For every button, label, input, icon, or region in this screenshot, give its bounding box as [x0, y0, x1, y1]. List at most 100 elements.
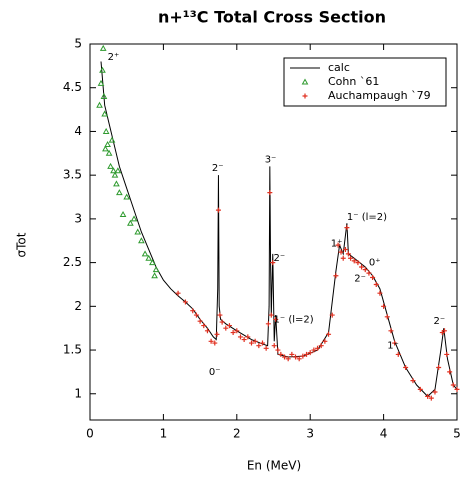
triangle-point	[130, 215, 138, 222]
legend-box	[283, 57, 447, 107]
y-tick-label: 2	[74, 299, 82, 313]
x-axis-label: En (MeV)	[247, 459, 301, 473]
triangle-point	[123, 193, 131, 200]
plus-point	[300, 353, 306, 359]
y-tick-label: 1	[74, 386, 82, 400]
annotation: 1⁺	[331, 238, 343, 249]
triangle-point	[149, 259, 156, 266]
plus-point	[392, 340, 398, 346]
plus-point	[197, 318, 203, 324]
plus-point	[193, 312, 199, 318]
plus-point	[348, 255, 354, 261]
triangle-point	[110, 167, 117, 174]
plus-point	[326, 331, 332, 337]
legend-marker	[301, 78, 309, 85]
triangle-point	[97, 79, 105, 86]
chart-title: n+¹³C Total Cross Section	[158, 8, 386, 27]
triangle-point	[113, 180, 120, 187]
plus-point	[230, 330, 236, 336]
legend-label: Auchampaugh `79	[328, 89, 431, 102]
plus-point	[377, 290, 383, 296]
annotation: 1⁻ (l=2)	[347, 212, 387, 223]
plus-point	[432, 389, 438, 395]
legend-label: Cohn `61	[328, 75, 379, 88]
plus-point	[373, 281, 379, 287]
plus-point	[215, 207, 221, 213]
plus-point	[366, 270, 372, 276]
triangle-point	[145, 254, 153, 261]
annotation: 2⁻	[434, 316, 446, 327]
plus-point	[395, 351, 401, 357]
plus-point	[322, 338, 328, 344]
triangle-point	[102, 127, 110, 134]
annotation: 1⁻	[387, 341, 399, 352]
plus-point	[417, 386, 423, 392]
plus-point	[442, 328, 448, 334]
triangle-point	[96, 101, 103, 108]
plus-point	[267, 190, 273, 196]
plus-point	[335, 242, 341, 248]
annotation: 2⁻	[274, 253, 286, 264]
y-tick-label: 1.5	[63, 343, 82, 357]
triangle-point	[100, 92, 108, 99]
triangle-point	[101, 110, 109, 117]
triangle-point	[107, 162, 114, 169]
x-tick-label: 2	[233, 427, 241, 441]
plus-point	[436, 365, 442, 371]
x-tick-label: 5	[453, 427, 461, 441]
legend-label: calc	[328, 61, 350, 74]
annotation: 2⁺	[108, 52, 120, 63]
y-tick-label: 3	[74, 211, 82, 225]
plus-point	[315, 345, 321, 351]
plus-point	[263, 345, 269, 351]
plus-point	[214, 331, 220, 337]
plus-point	[226, 323, 232, 329]
plus-point	[370, 274, 376, 280]
triangle-point	[111, 171, 119, 178]
y-tick-label: 4	[74, 124, 82, 138]
triangle-point	[105, 149, 113, 156]
plus-point	[359, 264, 365, 270]
plus-point	[447, 369, 453, 375]
y-tick-label: 3.5	[63, 168, 82, 182]
plus-point	[234, 328, 240, 334]
plus-point	[278, 351, 284, 357]
plot-frame	[89, 43, 458, 421]
plus-point	[275, 347, 281, 353]
calc-line	[100, 61, 458, 398]
plus-point	[311, 347, 317, 353]
annotation: 1⁻ (l=2)	[274, 314, 314, 325]
plus-point	[307, 350, 313, 356]
triangle-point	[108, 136, 116, 143]
plus-point	[271, 343, 277, 349]
plus-point	[175, 290, 181, 296]
plus-point	[388, 328, 394, 334]
plus-point	[265, 321, 271, 327]
triangle-point	[116, 189, 123, 196]
plus-point	[237, 334, 243, 340]
plus-point	[333, 273, 339, 279]
x-tick-label: 4	[380, 427, 388, 441]
annotation: 3⁻	[265, 154, 277, 165]
plus-point	[425, 393, 431, 399]
y-tick-label: 4.5	[63, 80, 82, 94]
triangle-point	[119, 210, 127, 218]
plus-point	[219, 319, 225, 325]
plus-point	[381, 303, 387, 309]
plus-point	[212, 340, 218, 346]
plus-point	[342, 246, 348, 252]
plus-point	[201, 323, 207, 329]
plus-point	[428, 395, 434, 401]
triangle-point	[152, 266, 160, 273]
triangle-point	[134, 228, 142, 235]
y-tick-label: 5	[74, 37, 82, 51]
triangle-point	[151, 272, 158, 279]
plus-point	[268, 312, 274, 318]
annotation: 2⁻	[212, 163, 224, 174]
triangle-point	[99, 66, 106, 73]
plus-point	[338, 249, 344, 255]
plus-point	[345, 251, 351, 257]
plus-point	[270, 260, 276, 266]
plus-point	[340, 255, 346, 261]
plus-point	[256, 343, 262, 349]
